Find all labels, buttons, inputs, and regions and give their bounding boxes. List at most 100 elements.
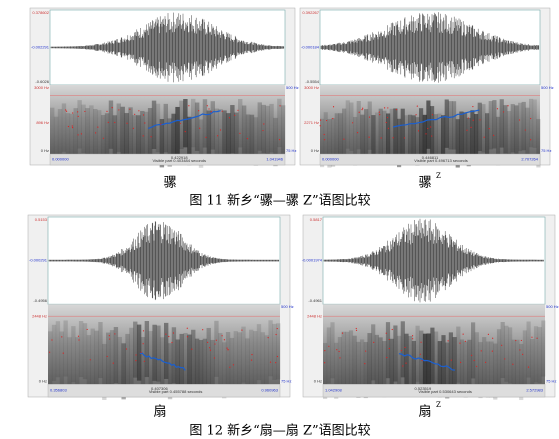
spectrogram-band (515, 339, 520, 396)
spectrogram-band (260, 332, 266, 389)
footer-label: Visible part 0.455788 seconds (149, 389, 203, 394)
formant-dot (332, 117, 334, 120)
spectrogram-band (529, 98, 534, 148)
spectrogram-band (78, 321, 84, 378)
formant-dot (140, 351, 142, 353)
spectrogram-band (202, 99, 208, 148)
spectrogram-band (237, 332, 242, 389)
formant-dot (207, 341, 209, 343)
spectrogram-band (241, 326, 246, 383)
spectrogram-band (86, 335, 92, 392)
spectrogram-band (422, 114, 427, 164)
formant-dot (84, 110, 86, 113)
spectrogram-band (320, 118, 325, 168)
spectrogram-band (116, 103, 121, 152)
waveform-label: -0.0001974 (302, 258, 323, 263)
spectrogram-band (386, 113, 391, 162)
formant-dot (388, 347, 390, 350)
spectrogram-band (326, 327, 331, 384)
freq-label: 0 Hz (39, 378, 47, 383)
formant-dot (450, 359, 452, 361)
formant-dot (77, 335, 80, 337)
waveform-label: -0.6026 (35, 79, 49, 84)
spectrogram-band (400, 321, 405, 378)
formant-dot (338, 350, 340, 353)
spectrogram-band (59, 331, 64, 388)
footer-bar (319, 153, 541, 166)
spectrogram-band (331, 118, 336, 167)
spectrogram-band (140, 110, 145, 160)
spectrogram-band (89, 105, 94, 154)
footer-label: 0.422918 (171, 155, 188, 160)
spectrogram-band (375, 112, 380, 161)
formant-dot (143, 360, 145, 362)
pitch-label: 500 Hz (286, 85, 299, 90)
waveform-label: 0.5817 (310, 217, 323, 222)
formant-dot (126, 122, 128, 124)
footer-label: 0.000000 (322, 157, 339, 162)
formant-dot (425, 133, 427, 135)
formant-dot (210, 111, 213, 113)
spectrogram-band (508, 327, 513, 384)
spectrogram-band (241, 105, 247, 154)
formant-dot (72, 112, 74, 114)
formant-dot (529, 139, 532, 141)
spectrogram-band (378, 337, 383, 394)
formant-dot (184, 131, 186, 133)
spectrogram-band (108, 100, 114, 149)
formant-dot (118, 109, 120, 111)
formant-dot (387, 127, 390, 129)
spectrogram-band (478, 342, 483, 399)
formant-dot (129, 108, 131, 110)
figure-caption: 图 11 新乡“骡—骡 Z”语图比较 (189, 193, 370, 209)
formant-dot (403, 137, 406, 139)
formant-dot (171, 341, 173, 344)
formant-dot (262, 129, 264, 132)
formant-dot (77, 111, 79, 113)
formant-dot (431, 135, 433, 137)
spectrogram-band (514, 105, 519, 154)
figure-label: 扇 (153, 404, 166, 420)
spectrogram-band (356, 101, 361, 150)
formant-dot (364, 362, 366, 365)
formant-dot (492, 337, 494, 339)
spectrogram-band (234, 112, 239, 161)
spectrogram-band (455, 119, 460, 168)
formant-dot (142, 114, 145, 116)
formant-dot (332, 106, 335, 108)
formant-dot (339, 357, 341, 359)
spectrogram-band (159, 119, 165, 168)
formant-dot (524, 129, 526, 131)
formant-dot (386, 116, 389, 119)
formant-dot (427, 127, 429, 130)
spectrogram-band (226, 113, 231, 162)
spectrogram-band (106, 332, 111, 389)
spectrogram-band (489, 341, 494, 398)
formant-dot (336, 349, 338, 351)
spectrogram-band (482, 337, 487, 394)
spectrogram-band (94, 330, 99, 387)
spectrogram-band (541, 320, 546, 377)
formant-dot (138, 110, 140, 112)
formant-dot (150, 136, 152, 138)
spectrogram-band (470, 110, 475, 159)
formant-dot (275, 333, 277, 336)
spectrogram-band (445, 342, 450, 399)
formant-dot (191, 348, 193, 350)
formant-dot (237, 109, 239, 111)
spectrogram-band (477, 102, 482, 152)
formant-dot (279, 105, 281, 107)
spectrogram-band (356, 341, 361, 398)
footer-bar (47, 384, 281, 398)
formant-dot (134, 113, 136, 115)
spectrogram-band (345, 331, 350, 388)
waveform-label: -0.002291 (31, 45, 50, 50)
spectrogram-band (261, 104, 266, 154)
spectrogram-band (136, 324, 142, 381)
spectrogram-band (530, 339, 535, 396)
spectrogram-band (404, 333, 409, 390)
formant-dot (464, 340, 466, 342)
formant-dot (467, 117, 470, 119)
formant-dot (251, 354, 253, 356)
formant-dot (144, 122, 146, 124)
